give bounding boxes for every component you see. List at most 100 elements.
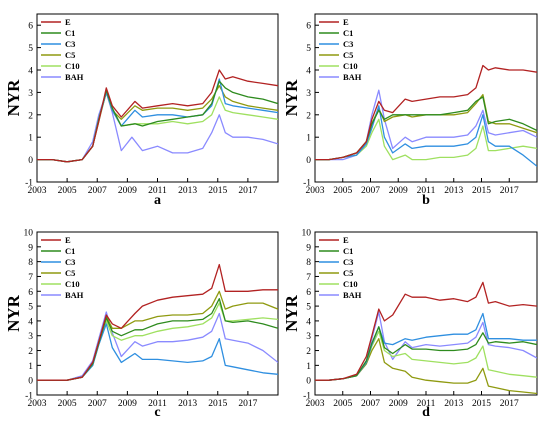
y-tick-label: 6 <box>306 22 311 32</box>
series-line-e <box>315 64 537 161</box>
series-line-c1 <box>315 96 537 161</box>
panel-letter: c <box>154 405 160 420</box>
x-tick-label: 2015 <box>208 399 227 409</box>
x-tick-label: 2013 <box>178 399 197 409</box>
panel-letter: d <box>422 405 430 420</box>
x-tick-label: 2007 <box>88 186 107 196</box>
y-tick-label: 6 <box>306 288 311 298</box>
x-tick-label: 2003 <box>306 399 325 409</box>
y-tick-label: -1 <box>303 392 311 402</box>
x-tick-label: 2005 <box>333 186 352 196</box>
legend-label-bah: BAH <box>343 290 362 300</box>
panel-letter: b <box>422 193 430 208</box>
legend-label-c5: C5 <box>65 268 75 278</box>
legend-label-c3: C3 <box>65 257 75 267</box>
x-tick-label: 2013 <box>444 399 463 409</box>
y-tick-label: 2 <box>28 111 33 121</box>
x-tick-label: 2011 <box>417 186 436 196</box>
x-tick-label: 2011 <box>148 399 167 409</box>
y-tick-label: 9 <box>306 243 311 253</box>
series-line-bah <box>315 311 537 381</box>
series-group <box>315 64 537 167</box>
x-tick-label: 2009 <box>389 399 408 409</box>
x-tick-label: 2005 <box>58 186 77 196</box>
x-tick-label: 2007 <box>361 186 380 196</box>
y-tick-label: 6 <box>28 288 33 298</box>
series-group <box>37 69 278 163</box>
legend-label-e: E <box>65 17 71 27</box>
legend-label-c3: C3 <box>343 257 353 267</box>
series-line-c10 <box>315 118 537 161</box>
legend-label-c5: C5 <box>65 50 75 60</box>
panel-letter: a <box>154 193 161 208</box>
y-axis-label: NYR <box>282 294 301 332</box>
y-tick-label: 2 <box>28 347 33 357</box>
y-tick-label: 4 <box>306 317 311 327</box>
y-tick-label: 3 <box>28 332 33 342</box>
y-tick-label: 1 <box>306 134 311 144</box>
y-axis-label: NYR <box>282 79 301 117</box>
series-line-bah <box>315 89 537 161</box>
x-tick-label: 2007 <box>361 399 380 409</box>
y-tick-label: 8 <box>28 258 33 268</box>
y-tick-label: 2 <box>306 111 311 121</box>
panel-a: 2003 2005 2007 2009 2011 2013 2015 2017 -1 0 1 2 3 4 5… <box>4 13 279 208</box>
series-line-e <box>37 69 278 163</box>
series-line-e <box>37 263 278 381</box>
legend-label-c10: C10 <box>343 279 358 289</box>
y-tick-label: -1 <box>25 392 33 402</box>
y-tick-label: 1 <box>28 362 33 372</box>
y-tick-label: 1 <box>306 362 311 372</box>
series-line-c1 <box>37 80 278 163</box>
legend-label-e: E <box>343 17 349 27</box>
y-tick-label: -1 <box>303 179 311 189</box>
y-tick-label: 10 <box>302 229 312 239</box>
y-tick-label: 2 <box>306 347 311 357</box>
x-tick-label: 2007 <box>88 399 107 409</box>
series-group <box>315 281 537 395</box>
y-tick-label: 0 <box>28 377 33 387</box>
legend-label-c5: C5 <box>343 268 353 278</box>
y-tick-label: 7 <box>28 273 33 283</box>
legend-label-c1: C1 <box>65 28 75 38</box>
series-line-c5 <box>37 290 278 381</box>
series-line-c3 <box>315 105 537 167</box>
series-line-bah <box>37 91 278 163</box>
series-group <box>37 263 278 381</box>
y-tick-label: 0 <box>306 156 311 166</box>
panel-b: 2003 2005 2007 2009 2011 2013 2015 2017 -1 0 1 2 3 4 5… <box>282 13 538 208</box>
series-line-c3 <box>37 78 278 163</box>
y-tick-label: 4 <box>28 317 33 327</box>
panel-d: 2003 2005 2007 2009 2011 2013 2015 2017 -1 0 1 2 3 4 5… <box>282 229 538 420</box>
x-tick-label: 2009 <box>118 399 137 409</box>
y-tick-label: 9 <box>28 243 33 253</box>
x-tick-label: 2003 <box>28 399 47 409</box>
legend-label-e: E <box>65 235 71 245</box>
x-tick-label: 2009 <box>389 186 408 196</box>
legend-label-c3: C3 <box>65 39 75 49</box>
x-tick-label: 2017 <box>238 399 257 409</box>
legend-label-c10: C10 <box>343 61 358 71</box>
x-tick-label: 2009 <box>118 186 137 196</box>
y-tick-label: -1 <box>25 179 33 189</box>
legend-label-c10: C10 <box>65 279 80 289</box>
y-tick-label: 8 <box>306 258 311 268</box>
legend-label-c3: C3 <box>343 39 353 49</box>
x-tick-label: 2003 <box>306 186 325 196</box>
legend-label-e: E <box>343 235 349 245</box>
x-tick-label: 2015 <box>472 186 491 196</box>
x-tick-label: 2017 <box>500 186 519 196</box>
y-tick-label: 1 <box>28 134 33 144</box>
x-tick-label: 2005 <box>58 399 77 409</box>
y-tick-label: 3 <box>28 89 33 99</box>
x-tick-label: 2015 <box>472 399 491 409</box>
legend-label-c1: C1 <box>343 28 353 38</box>
legend-label-c1: C1 <box>343 246 353 256</box>
x-tick-label: 2017 <box>500 399 519 409</box>
series-line-c10 <box>37 91 278 163</box>
x-tick-label: 2005 <box>333 399 352 409</box>
legend-label-c1: C1 <box>65 246 75 256</box>
